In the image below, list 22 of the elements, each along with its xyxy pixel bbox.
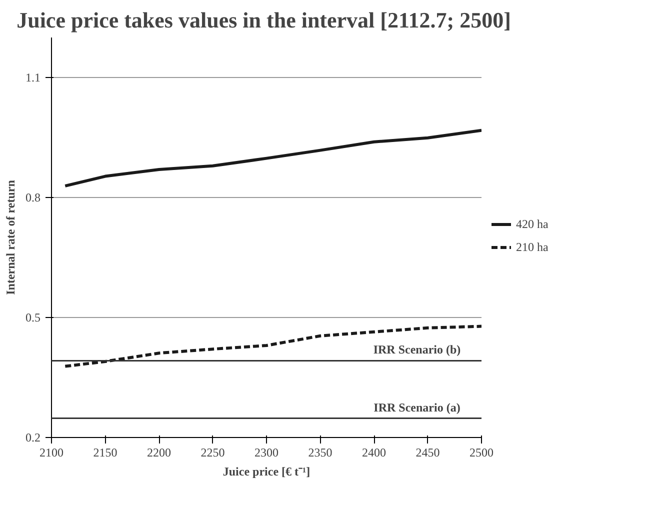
x-axis-title: Juice price [€ t⁻¹] xyxy=(222,464,310,478)
x-tick-label: 2500 xyxy=(470,446,494,460)
legend-label: 420 ha xyxy=(516,216,548,232)
y-tick-label: 1.1 xyxy=(26,70,40,84)
chart-title: Juice price takes values in the interval [2112.7; 2500] xyxy=(16,8,511,32)
x-tick-label: 2200 xyxy=(147,446,171,460)
y-axis-title: Internal rate of return xyxy=(4,180,18,295)
ref-line-label: IRR Scenario (a) xyxy=(374,400,460,414)
y-tick-label: 0.2 xyxy=(26,430,40,444)
x-tick-label: 2100 xyxy=(40,446,64,460)
x-tick-label: 2400 xyxy=(362,446,386,460)
y-tick-label: 0.5 xyxy=(26,310,40,324)
legend-label: 210 ha xyxy=(516,240,548,254)
x-tick-label: 2300 xyxy=(254,446,278,460)
line-series xyxy=(64,324,482,368)
y-tick-label: 0.8 xyxy=(26,190,40,204)
x-tick-label: 2250 xyxy=(200,446,225,460)
ref-line-label: IRR Scenario (b) xyxy=(373,342,461,357)
x-tick-label: 2150 xyxy=(93,446,118,460)
line-series xyxy=(64,128,482,188)
x-tick-label: 2450 xyxy=(416,446,440,460)
x-tick-label: 2350 xyxy=(308,446,332,460)
